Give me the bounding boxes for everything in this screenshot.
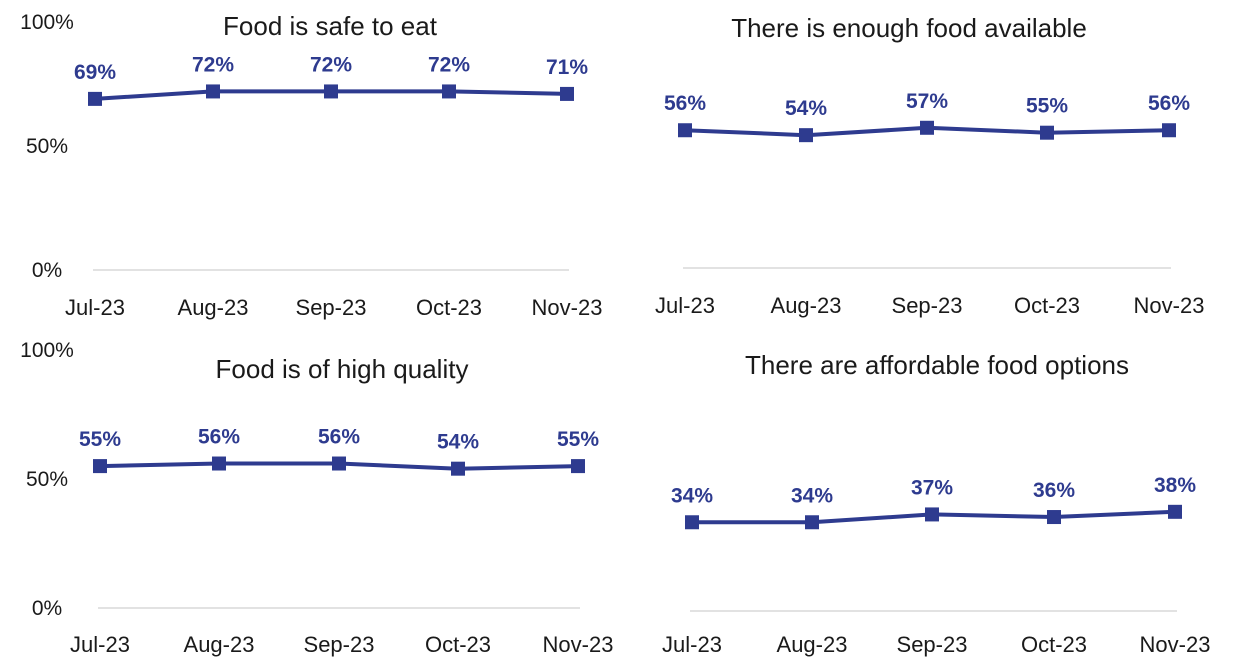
x-tick-label: Oct-23	[1021, 632, 1087, 657]
chart-title: Food is safe to eat	[223, 11, 438, 41]
x-tick-label: Aug-23	[184, 632, 255, 657]
x-tick-label: Oct-23	[1014, 293, 1080, 318]
data-label: 72%	[428, 53, 470, 76]
data-label: 55%	[79, 428, 121, 451]
x-tick-label: Jul-23	[662, 632, 722, 657]
data-label: 55%	[557, 428, 599, 451]
data-label: 55%	[1026, 95, 1068, 118]
data-label: 36%	[1033, 479, 1075, 502]
data-label: 72%	[192, 53, 234, 76]
data-point-marker	[206, 84, 220, 99]
data-point-marker	[571, 459, 585, 474]
chart-title: There is enough food available	[731, 13, 1087, 43]
data-label: 56%	[198, 426, 240, 449]
data-point-marker	[799, 128, 813, 143]
data-point-marker	[560, 86, 574, 101]
data-point-marker	[1040, 125, 1054, 140]
data-label: 71%	[546, 56, 588, 79]
x-tick-label: Aug-23	[771, 293, 842, 318]
chart-title: Food is of high quality	[216, 354, 469, 384]
x-tick-label: Jul-23	[70, 632, 130, 657]
data-label: 72%	[310, 53, 352, 76]
data-point-marker	[1168, 504, 1182, 519]
x-tick-label: Nov-23	[543, 632, 614, 657]
data-label: 56%	[664, 92, 706, 115]
x-tick-label: Nov-23	[1134, 293, 1205, 318]
x-tick-label: Jul-23	[655, 293, 715, 318]
chart-panel-2: There is enough food available Jul-23 Aug-…	[655, 13, 1204, 318]
data-label: 54%	[785, 97, 827, 120]
x-tick-label: Sep-23	[296, 295, 367, 320]
y-tick-label: 100%	[20, 339, 74, 362]
x-tick-label: Nov-23	[532, 295, 603, 320]
data-label: 56%	[1148, 92, 1190, 115]
chart-panel-3: Food is of high quality 0% 50% 100% Jul-23 Au…	[20, 339, 613, 657]
x-tick-label: Sep-23	[304, 632, 375, 657]
x-tick-label: Jul-23	[65, 295, 125, 320]
data-point-marker	[442, 84, 456, 99]
y-tick-label: 100%	[20, 11, 74, 34]
data-label: 57%	[906, 90, 948, 113]
y-tick-label: 50%	[26, 468, 68, 491]
y-tick-label: 0%	[32, 597, 62, 620]
data-point-marker	[1047, 510, 1061, 525]
data-point-marker	[88, 91, 102, 106]
data-point-marker	[925, 507, 939, 522]
data-point-marker	[920, 120, 934, 135]
x-tick-label: Oct-23	[425, 632, 491, 657]
data-point-marker	[805, 515, 819, 530]
chart-title: There are affordable food options	[745, 350, 1129, 380]
chart-panel-1: Food is safe to eat 0% 50% 100% Jul-23 Aug-23…	[20, 11, 602, 320]
chart-panel-4: There are affordable food options Jul-23 A…	[662, 350, 1210, 657]
x-tick-label: Aug-23	[178, 295, 249, 320]
x-tick-label: Sep-23	[892, 293, 963, 318]
data-label: 69%	[74, 61, 116, 84]
data-point-marker	[451, 461, 465, 476]
data-point-marker	[212, 456, 226, 471]
x-tick-label: Oct-23	[416, 295, 482, 320]
data-point-marker	[1162, 123, 1176, 138]
data-label: 34%	[791, 484, 833, 507]
x-tick-label: Aug-23	[777, 632, 848, 657]
x-tick-label: Nov-23	[1140, 632, 1211, 657]
y-tick-label: 50%	[26, 135, 68, 158]
x-tick-label: Sep-23	[897, 632, 968, 657]
data-label: 34%	[671, 484, 713, 507]
data-label: 37%	[911, 476, 953, 499]
data-point-marker	[324, 84, 338, 99]
data-label: 54%	[437, 431, 479, 454]
data-point-marker	[685, 515, 699, 530]
data-label: 38%	[1154, 474, 1196, 497]
y-tick-label: 0%	[32, 259, 62, 282]
data-label: 56%	[318, 426, 360, 449]
data-point-marker	[332, 456, 346, 471]
data-point-marker	[678, 123, 692, 138]
data-point-marker	[93, 459, 107, 474]
